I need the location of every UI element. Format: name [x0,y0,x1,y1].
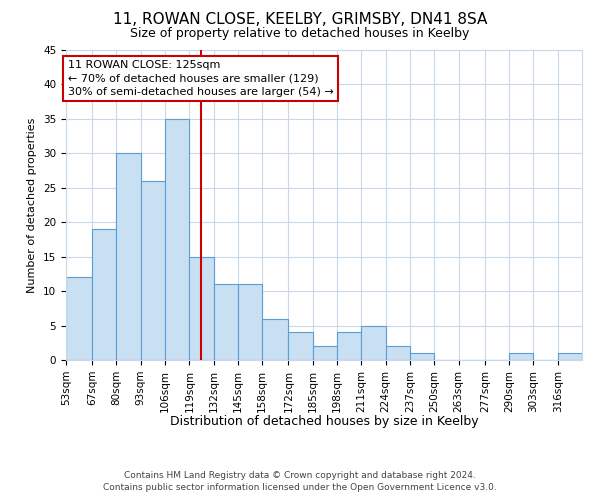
Bar [214,284,238,360]
Bar [337,332,361,360]
Bar [386,346,410,360]
Bar [313,346,337,360]
Text: 11, ROWAN CLOSE, KEELBY, GRIMSBY, DN41 8SA: 11, ROWAN CLOSE, KEELBY, GRIMSBY, DN41 8… [113,12,487,28]
Bar [92,229,116,360]
Y-axis label: Number of detached properties: Number of detached properties [28,118,37,292]
Bar [262,318,289,360]
Text: Contains HM Land Registry data © Crown copyright and database right 2024.
Contai: Contains HM Land Registry data © Crown c… [103,471,497,492]
Bar [165,119,190,360]
X-axis label: Distribution of detached houses by size in Keelby: Distribution of detached houses by size … [170,414,478,428]
Bar [557,353,582,360]
Bar [361,326,386,360]
Bar [66,278,92,360]
Bar [190,256,214,360]
Bar [238,284,262,360]
Bar [509,353,533,360]
Bar [410,353,434,360]
Bar [141,181,165,360]
Text: Size of property relative to detached houses in Keelby: Size of property relative to detached ho… [130,28,470,40]
Bar [289,332,313,360]
Text: 11 ROWAN CLOSE: 125sqm
← 70% of detached houses are smaller (129)
30% of semi-de: 11 ROWAN CLOSE: 125sqm ← 70% of detached… [68,60,334,96]
Bar [116,154,141,360]
